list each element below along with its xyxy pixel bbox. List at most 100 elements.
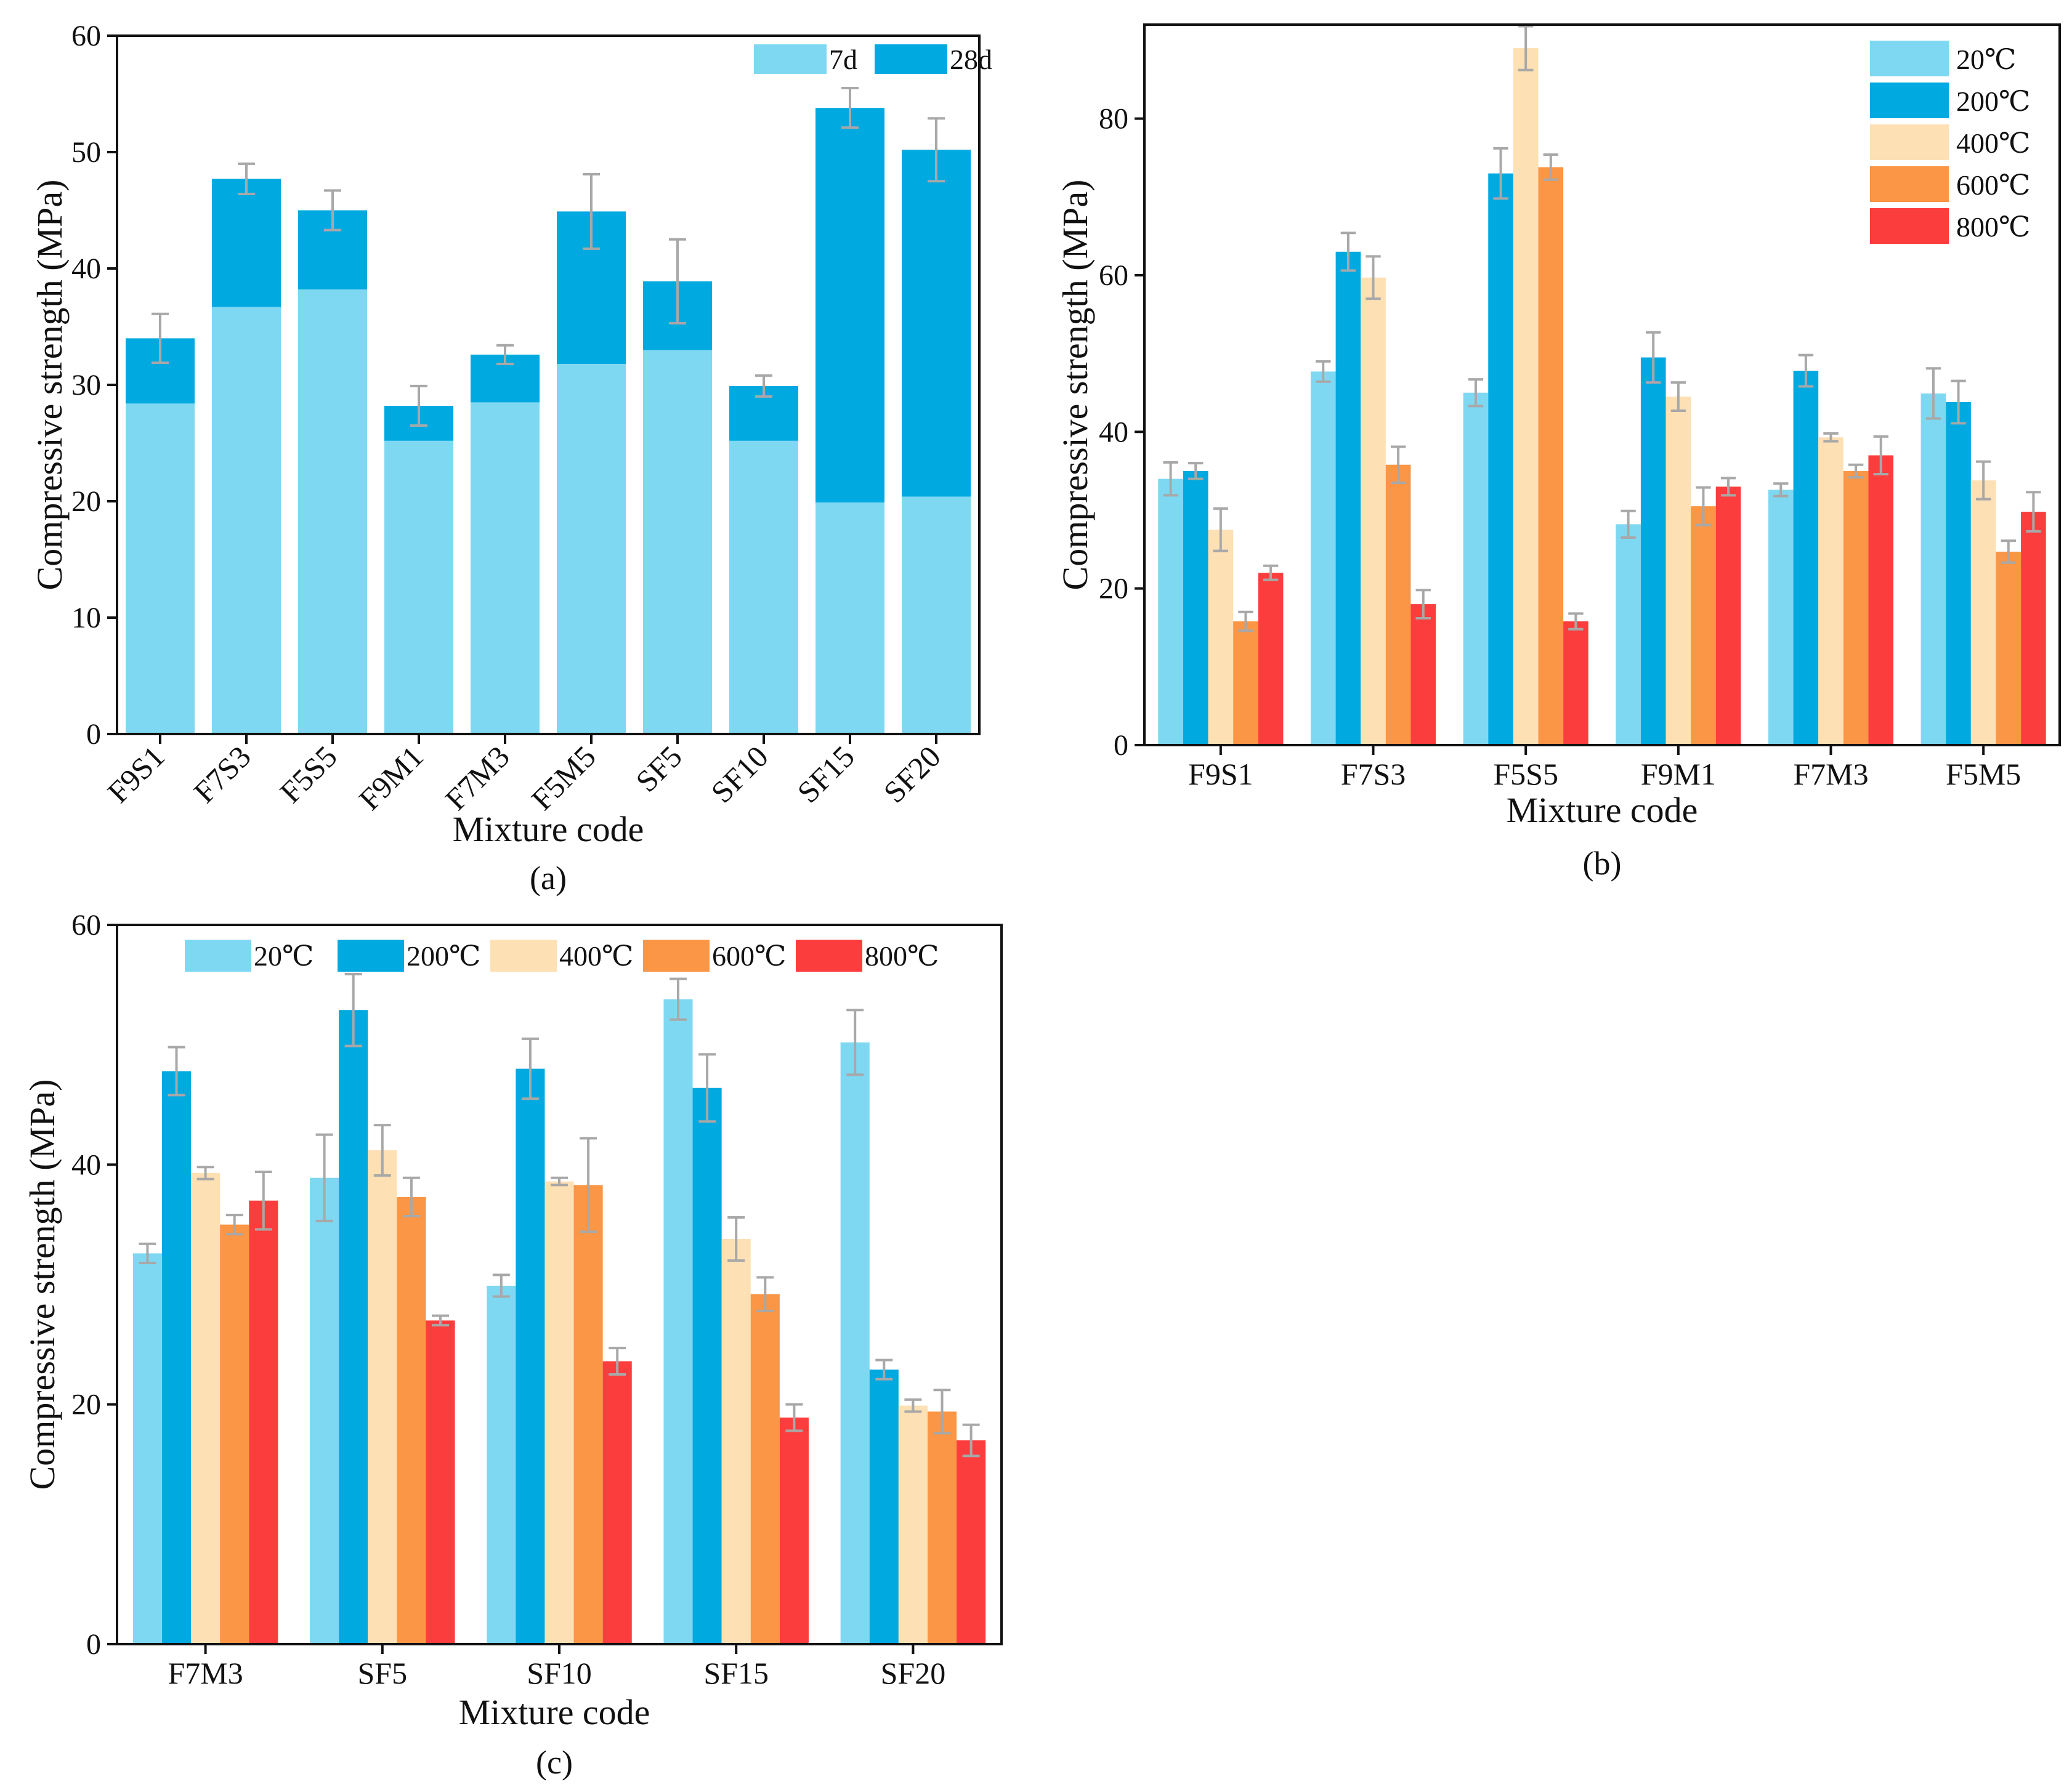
bar-800℃-F9M1 [1715, 486, 1741, 745]
bar-7d-F5M5 [557, 363, 626, 734]
bar-400℃-F5M5 [1970, 480, 1996, 745]
x-tick-label: F9M1 [1641, 757, 1716, 791]
legend-swatch [1870, 166, 1949, 202]
x-tick-label: F7S3 [187, 739, 257, 809]
bar-600℃-F9S1 [1233, 621, 1258, 745]
legend-label: 200℃ [1956, 86, 2030, 117]
legend-swatch [1870, 83, 1949, 118]
bar-600℃-SF15 [750, 1294, 780, 1644]
bar-800℃-F5S5 [1563, 621, 1588, 745]
x-axis-title: Mixture code [453, 809, 644, 849]
x-tick-label: F5S5 [1493, 757, 1558, 791]
y-tick-label: 80 [1099, 103, 1128, 135]
x-axis-title: Mixture code [459, 1692, 650, 1732]
bar-400℃-SF15 [721, 1239, 751, 1644]
legend-label: 28d [950, 44, 992, 75]
bar-800℃-F5M5 [2021, 512, 2046, 745]
x-tick-label: F9S1 [1188, 757, 1253, 791]
legend-label: 20℃ [1956, 44, 2016, 75]
bar-7d-SF20 [902, 496, 971, 734]
bar-400℃-F9M1 [1665, 397, 1691, 745]
legend-swatch [338, 940, 404, 972]
x-tick-label: SF15 [703, 1656, 769, 1690]
legend-label: 7d [829, 44, 857, 75]
legend-label: 400℃ [559, 940, 633, 972]
bar-400℃-SF5 [368, 1150, 397, 1644]
bar-800℃-F7M3 [249, 1200, 278, 1644]
legend-swatch [875, 44, 947, 74]
bar-200℃-F9S1 [1183, 470, 1208, 745]
bar-600℃-F5S5 [1538, 167, 1564, 745]
legend-label: 20℃ [254, 940, 314, 972]
legend-label: 600℃ [1956, 169, 2030, 201]
bar-200℃-F7M3 [161, 1071, 192, 1644]
bar-20℃-SF15 [663, 999, 693, 1644]
plot-frame [1143, 23, 2061, 746]
x-tick-label: F7M3 [1793, 757, 1868, 791]
bar-7d-F9S1 [126, 403, 195, 734]
bar-400℃-F7S3 [1361, 277, 1386, 745]
x-tick-label: F9S1 [100, 739, 171, 809]
panel-label: (a) [530, 860, 567, 897]
bar-600℃-SF20 [927, 1411, 957, 1644]
panel-label: (b) [1583, 845, 1622, 882]
bar-400℃-F5S5 [1513, 48, 1539, 745]
y-tick-label: 20 [71, 1389, 101, 1421]
legend-swatch [754, 44, 827, 74]
panel-label: (c) [536, 1744, 573, 1781]
bar-200℃-SF15 [692, 1087, 722, 1644]
legend-swatch [643, 940, 710, 972]
bar-400℃-F7M3 [191, 1172, 221, 1644]
bar-20℃-F7M3 [1768, 490, 1794, 745]
x-tick-label: SF15 [790, 739, 860, 809]
panel-a-chart: 0 10 20 30 40 50 60 F9S1 F7S3 F5S5 F9M1 F7M3 F5M5 SF5… [30, 20, 992, 897]
bar-800℃-SF10 [602, 1361, 632, 1644]
bar-800℃-SF5 [426, 1320, 455, 1644]
bar-800℃-F7M3 [1868, 455, 1894, 745]
bar-20℃-SF10 [487, 1285, 516, 1644]
x-tick-label: SF5 [357, 1656, 407, 1690]
y-tick-label: 40 [71, 252, 101, 285]
bar-20℃-SF5 [310, 1177, 339, 1644]
bar-800℃-F9S1 [1258, 573, 1284, 745]
bar-600℃-F5M5 [1996, 551, 2021, 745]
legend-label: 800℃ [865, 940, 939, 972]
bar-600℃-F9M1 [1691, 506, 1716, 745]
bar-200℃-F7S3 [1335, 251, 1361, 746]
y-tick-label: 0 [86, 718, 101, 751]
y-axis-title: Compressive strength (MPa) [1055, 180, 1095, 591]
x-tick-label: SF5 [629, 739, 689, 799]
y-tick-label: 40 [1099, 416, 1128, 448]
y-tick-label: 20 [71, 485, 101, 518]
bar-200℃-SF20 [869, 1369, 899, 1644]
y-tick-label: 20 [1099, 573, 1128, 605]
bar-7d-F5S5 [298, 289, 367, 734]
legend-label: 800℃ [1956, 211, 2030, 243]
x-tick-label: SF10 [527, 1656, 592, 1690]
panel-b-chart: 0 20 40 60 80 F9S1 F7S3 F5S5 F9M1 F7M3 F5M5 20℃ 200… [1055, 23, 2061, 882]
legend-swatch [1870, 208, 1949, 244]
y-tick-label: 60 [1099, 259, 1128, 292]
x-tick-label: F7M3 [168, 1656, 243, 1690]
y-tick-label: 40 [71, 1148, 101, 1181]
bar-800℃-SF20 [957, 1440, 986, 1644]
x-tick-label: SF20 [881, 1656, 946, 1690]
bar-600℃-F7S3 [1385, 464, 1411, 745]
bar-400℃-SF10 [544, 1181, 574, 1644]
x-tick-label: F5M5 [525, 739, 602, 817]
bar-200℃-F5M5 [1946, 401, 1971, 745]
y-tick-label: 60 [71, 909, 101, 942]
y-tick-label: 30 [71, 369, 101, 401]
x-tick-label: SF20 [876, 739, 947, 809]
bar-20℃-F5S5 [1463, 392, 1489, 745]
bar-7d-SF15 [815, 502, 884, 734]
bar-20℃-F7S3 [1310, 371, 1336, 745]
y-tick-label: 0 [1114, 729, 1128, 762]
legend-label: 400℃ [1956, 127, 2030, 159]
bar-7d-F7S3 [212, 307, 281, 734]
bar-20℃-SF20 [840, 1042, 870, 1644]
bar-400℃-SF20 [898, 1405, 928, 1644]
legend-swatch [796, 940, 862, 972]
bar-600℃-F7M3 [1843, 470, 1869, 745]
